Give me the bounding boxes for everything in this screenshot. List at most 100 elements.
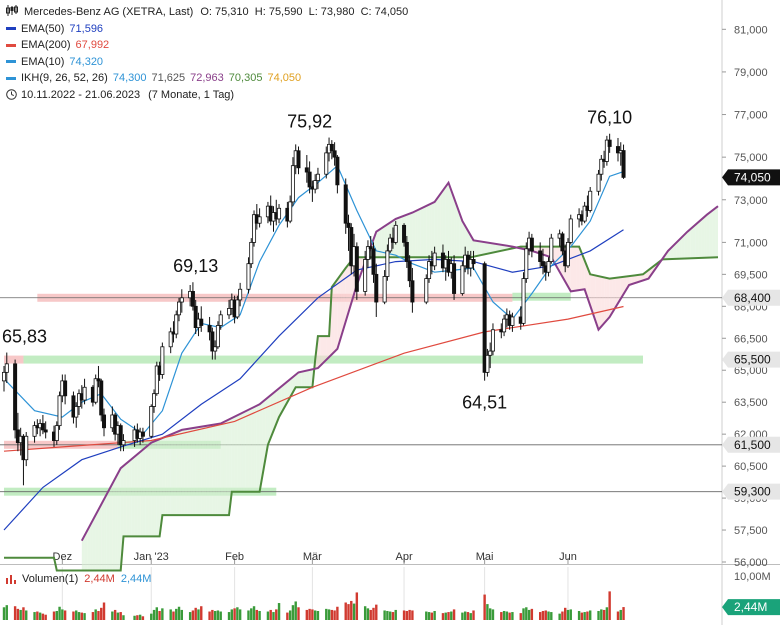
period-note: (7 Monate, 1 Tag) bbox=[148, 88, 235, 101]
ichimoku-cloud-segment bbox=[698, 219, 702, 259]
ichimoku-cloud-segment bbox=[156, 439, 160, 537]
volume-bar bbox=[288, 610, 292, 620]
ichimoku-cloud-segment bbox=[679, 237, 682, 259]
ichimoku-cloud-segment bbox=[454, 198, 457, 258]
ichimoku-cloud-segment bbox=[309, 369, 313, 388]
ichimoku-cloud-segment bbox=[154, 440, 157, 537]
volume-bar bbox=[452, 609, 456, 620]
ema200-line bbox=[3, 305, 624, 452]
volume-bar bbox=[5, 605, 8, 620]
price-marker: 61,500 bbox=[722, 436, 780, 453]
ichimoku-cloud-segment bbox=[692, 224, 696, 259]
ichimoku-cloud-segment bbox=[109, 483, 113, 571]
volume-bar bbox=[141, 616, 145, 620]
volume-bar bbox=[230, 609, 234, 620]
volume-bar bbox=[63, 610, 67, 620]
volume-value-1: 2,44M bbox=[84, 573, 115, 585]
ichimoku-cloud-segment bbox=[712, 208, 716, 258]
ichimoku-cloud-segment bbox=[706, 212, 710, 258]
volume-bar bbox=[216, 610, 220, 620]
candle-body bbox=[604, 139, 609, 162]
legend-ema10[interactable]: EMA(10) 74,320 bbox=[6, 54, 408, 71]
ichimoku-cloud-segment bbox=[112, 478, 116, 571]
ichimoku-cloud-segment bbox=[476, 240, 480, 257]
volume-bar bbox=[197, 609, 200, 620]
ichimoku-cloud-segment bbox=[687, 229, 691, 259]
ichimoku-cloud-segment bbox=[140, 449, 143, 537]
candle-body bbox=[4, 363, 9, 373]
candlestick-icon bbox=[6, 5, 19, 19]
ichimoku-cloud-segment bbox=[95, 509, 99, 571]
volume-bar bbox=[538, 612, 542, 620]
y-tick-label: 73,000 bbox=[734, 195, 768, 207]
candle-body bbox=[393, 224, 398, 243]
legend-ikh[interactable]: IKH(9, 26, 52, 26) 74,300 71,625 72,963 … bbox=[6, 70, 408, 87]
volume-bar bbox=[544, 610, 547, 620]
ichimoku-cloud-segment bbox=[423, 205, 427, 258]
legend-ema50[interactable]: EMA(50) 71,596 bbox=[6, 21, 408, 38]
candle-body bbox=[329, 143, 334, 152]
ichimoku-cloud-segment bbox=[467, 230, 471, 258]
volume-bar bbox=[180, 609, 184, 620]
y-tick-label: 65,000 bbox=[734, 365, 768, 377]
ichimoku-cloud-segment bbox=[592, 274, 596, 322]
x-tick-label: Mai bbox=[476, 551, 494, 563]
volume-bar bbox=[194, 607, 197, 620]
ichimoku-cloud-segment bbox=[212, 424, 216, 516]
candle-body bbox=[227, 308, 232, 316]
candle-body bbox=[529, 237, 534, 252]
candle-body bbox=[213, 346, 218, 352]
ichimoku-cloud-segment bbox=[456, 205, 460, 258]
candle-body bbox=[452, 263, 457, 294]
y-tick-label: 81,000 bbox=[734, 24, 768, 36]
ichimoku-cloud-segment bbox=[231, 416, 235, 492]
volume-bar bbox=[608, 591, 611, 620]
ikh-swatch bbox=[6, 76, 16, 80]
volume-bar bbox=[136, 615, 139, 620]
volume-legend[interactable]: Volumen(1) 2,44M 2,44M bbox=[6, 573, 151, 585]
ichimoku-cloud-segment bbox=[242, 411, 246, 492]
price-marker-label: 61,500 bbox=[734, 438, 771, 452]
candle-body bbox=[238, 288, 243, 301]
volume-bar bbox=[247, 610, 250, 620]
volume-bar bbox=[600, 609, 603, 620]
ema10-label: EMA(10) bbox=[21, 55, 65, 68]
ichimoku-cloud-segment bbox=[340, 271, 343, 340]
volume-bar bbox=[227, 612, 231, 620]
volume-bar bbox=[36, 611, 39, 620]
volume-bar bbox=[444, 612, 447, 620]
volume-bar bbox=[175, 608, 178, 620]
ichimoku-cloud-segment bbox=[195, 427, 199, 516]
ichimoku-cloud-segment bbox=[498, 244, 502, 252]
volume-bar bbox=[388, 611, 392, 620]
ichimoku-cloud-segment bbox=[348, 260, 352, 313]
x-tick-label: Jan '23 bbox=[134, 551, 169, 563]
volume-bar bbox=[94, 609, 97, 620]
ichimoku-cloud-segment bbox=[92, 514, 96, 571]
ichimoku-cloud-segment bbox=[334, 279, 338, 352]
volume-bar bbox=[188, 612, 192, 620]
ichimoku-cloud-segment bbox=[376, 229, 380, 258]
ema50-value: 71,596 bbox=[69, 22, 104, 35]
ichimoku-cloud-segment bbox=[626, 276, 630, 290]
ichimoku-cloud-segment bbox=[256, 404, 260, 492]
ichimoku-cloud-segment bbox=[345, 264, 349, 322]
volume-bar bbox=[119, 612, 122, 620]
ichimoku-cloud-segment bbox=[323, 336, 327, 363]
volume-bar bbox=[450, 611, 453, 620]
legend-ema200[interactable]: EMA(200) 67,992 bbox=[6, 37, 408, 54]
volume-bar bbox=[55, 610, 58, 620]
price-marker-label: 59,300 bbox=[734, 485, 771, 499]
candle-body bbox=[560, 233, 565, 252]
ichimoku-cloud-segment bbox=[215, 423, 218, 516]
volume-bar bbox=[80, 612, 83, 620]
candle-body bbox=[57, 395, 62, 427]
ichimoku-cloud-segment bbox=[484, 242, 488, 255]
volume-bar bbox=[277, 603, 281, 620]
ichimoku-cloud-segment bbox=[226, 419, 230, 516]
candle-body bbox=[363, 259, 368, 292]
volume-bar bbox=[511, 612, 514, 620]
volume-bar bbox=[366, 608, 370, 620]
ichimoku-cloud-segment bbox=[159, 438, 163, 537]
